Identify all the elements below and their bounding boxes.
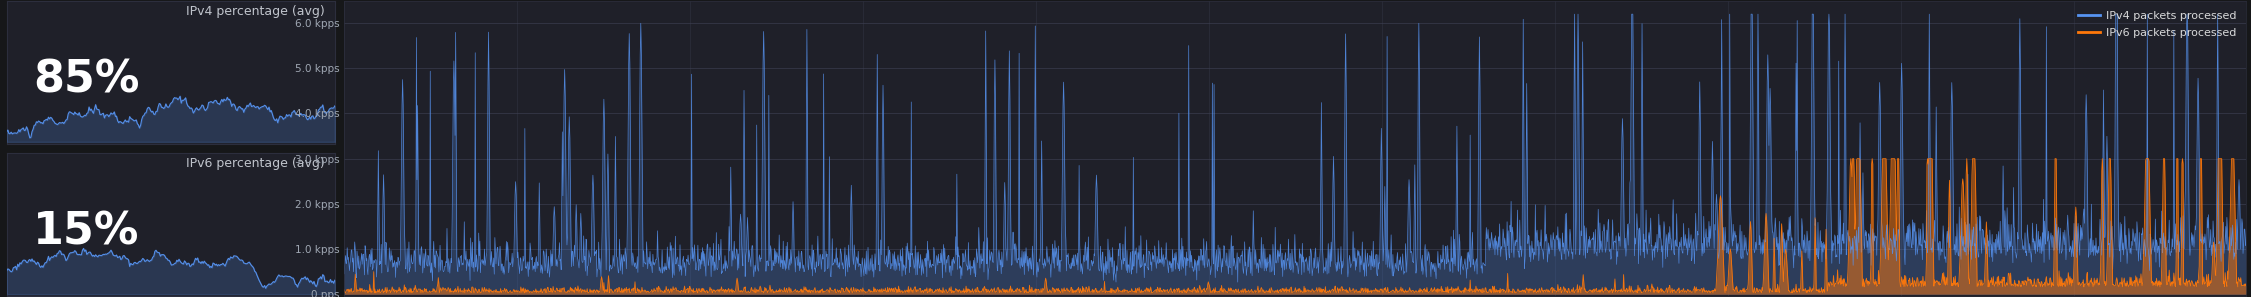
Text: IPv4 percentage (avg): IPv4 percentage (avg): [187, 5, 324, 18]
Text: 15%: 15%: [34, 210, 140, 253]
Text: IPv6 percentage (avg): IPv6 percentage (avg): [187, 157, 324, 170]
Text: 85%: 85%: [34, 58, 140, 101]
Legend: IPv4 packets processed, IPv6 packets processed: IPv4 packets processed, IPv6 packets pro…: [2071, 4, 2244, 45]
